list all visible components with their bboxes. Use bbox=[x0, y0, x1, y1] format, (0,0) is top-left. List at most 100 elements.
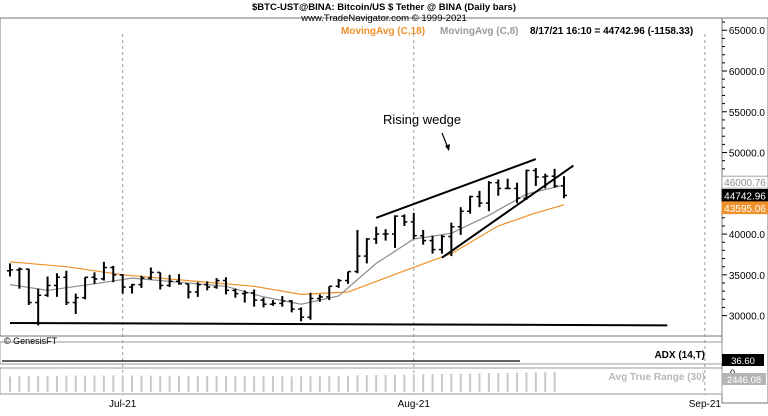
ohlc-bar bbox=[91, 272, 98, 284]
ohlc-bar bbox=[485, 181, 492, 212]
ohlc-bar bbox=[44, 276, 51, 297]
ohlc-bar bbox=[213, 278, 220, 289]
price-label-box bbox=[721, 201, 768, 215]
ohlc-bar bbox=[147, 267, 154, 280]
y-tick-label: 60000.0 bbox=[729, 67, 766, 78]
ohlc-bar bbox=[420, 230, 427, 245]
atr-panel bbox=[0, 367, 723, 395]
ohlc-bar bbox=[279, 296, 286, 307]
y-tick-label: 55000.0 bbox=[729, 108, 766, 119]
x-axis-ticks: Jul-21 Aug-21 Sep-21 bbox=[109, 399, 721, 410]
ohlc-bar bbox=[251, 289, 258, 307]
ohlc-bar bbox=[335, 278, 342, 288]
x-tick-label: Jul-21 bbox=[109, 399, 137, 410]
ohlc-bar bbox=[345, 270, 352, 284]
ohlc-bar bbox=[391, 215, 398, 248]
atr-value-box bbox=[722, 373, 766, 385]
price-labels: 46000.76 44742.96 43595.06 bbox=[721, 175, 768, 215]
ohlc-bar bbox=[467, 195, 474, 214]
x-tick-label: Aug-21 bbox=[398, 399, 431, 410]
ohlc-bar bbox=[185, 283, 192, 299]
ohlc-bar bbox=[514, 182, 521, 204]
price-label-text: 43595.06 bbox=[724, 204, 766, 215]
price-label-ma8: 46000.76 bbox=[721, 175, 768, 189]
ohlc-bar bbox=[7, 263, 13, 277]
ohlc-bar bbox=[232, 288, 239, 298]
copyright-text: www.TradeNavigator.com © 1999-2021 bbox=[300, 13, 467, 24]
ohlc-bar bbox=[100, 261, 107, 281]
ohlc-bar bbox=[532, 168, 539, 186]
y-tick-label: 65000.0 bbox=[729, 26, 766, 37]
price-label-ma18: 43595.06 bbox=[721, 201, 768, 215]
ohlc-bar bbox=[166, 274, 173, 288]
ohlc-bar bbox=[63, 270, 70, 306]
y-tick-label: 30000.0 bbox=[729, 312, 766, 323]
ohlc-bar bbox=[288, 300, 295, 313]
ohlc-bar bbox=[110, 265, 117, 283]
rising-wedge-annotation: Rising wedge bbox=[383, 112, 461, 127]
trendlines bbox=[9, 158, 668, 327]
ohlc-bar bbox=[194, 282, 201, 297]
ohlc-bar bbox=[53, 273, 60, 297]
genesis-watermark: © GenesisFT bbox=[4, 336, 58, 346]
adx-value-box bbox=[722, 354, 764, 366]
atr-label: Avg True Range (30) bbox=[609, 372, 705, 383]
annotation-arrow-head bbox=[445, 144, 450, 151]
ma8-line bbox=[9, 184, 565, 305]
atr-histogram bbox=[9, 372, 556, 392]
adx-panel bbox=[0, 341, 723, 365]
atr-value: 2446.08 bbox=[727, 375, 761, 386]
ohlc-bar bbox=[269, 300, 276, 306]
ohlc-bar bbox=[438, 234, 445, 254]
ohlc-bar bbox=[316, 294, 323, 302]
price-bars bbox=[7, 168, 568, 326]
ohlc-bar bbox=[410, 212, 417, 239]
legend-ma18: MovingAvg (C,18) bbox=[341, 26, 425, 37]
trendline-wedge-lower bbox=[441, 164, 574, 259]
adx-label: ADX (14,T) bbox=[654, 350, 705, 361]
price-label-box bbox=[721, 175, 768, 189]
chart-title: $BTC-UST@BINA: Bitcoin/US $ Tether @ BIN… bbox=[252, 2, 516, 13]
ohlc-bar bbox=[363, 238, 370, 264]
ohlc-bar bbox=[354, 230, 361, 274]
legend-ma8: MovingAvg (C,8) bbox=[440, 26, 519, 37]
ohlc-bar bbox=[129, 283, 136, 294]
ohlc-bar bbox=[16, 267, 23, 289]
ohlc-bar bbox=[138, 275, 145, 288]
ohlc-bar bbox=[204, 281, 211, 291]
ohlc-bar bbox=[25, 268, 32, 306]
ohlc-bar bbox=[429, 235, 436, 254]
price-panel bbox=[0, 17, 723, 337]
ohlc-bar bbox=[241, 290, 248, 303]
ohlc-bar bbox=[495, 179, 502, 196]
ohlc-bar bbox=[119, 274, 126, 294]
y-tick-label: 40000.0 bbox=[729, 230, 766, 241]
ohlc-bar bbox=[401, 214, 408, 226]
last-quote: 8/17/21 16:10 = 44742.96 (-1158.33) bbox=[530, 26, 693, 37]
adx-value: 36.60 bbox=[731, 356, 755, 367]
ohlc-bar bbox=[476, 190, 483, 208]
x-tick-label: Sep-21 bbox=[689, 399, 722, 410]
price-label-last: 44742.96 bbox=[721, 189, 768, 202]
ohlc-bar bbox=[35, 288, 42, 326]
ohlc-bar bbox=[222, 277, 229, 295]
price-label-text: 46000.76 bbox=[724, 178, 766, 189]
ohlc-bar bbox=[561, 176, 568, 199]
price-label-text: 44742.96 bbox=[724, 191, 766, 202]
ohlc-bar bbox=[157, 271, 164, 290]
y-tick-label: 50000.0 bbox=[729, 149, 766, 160]
ohlc-bar bbox=[373, 226, 380, 244]
y-tick-label: 35000.0 bbox=[729, 271, 766, 282]
ohlc-bar bbox=[504, 178, 511, 190]
ohlc-bar bbox=[457, 207, 464, 235]
ohlc-bar bbox=[326, 285, 333, 301]
ohlc-bar bbox=[298, 307, 305, 322]
ohlc-bar bbox=[176, 274, 183, 285]
ohlc-bar bbox=[307, 292, 314, 320]
trendline-wedge-upper bbox=[375, 158, 537, 219]
ohlc-bar bbox=[72, 293, 79, 314]
ohlc-bar bbox=[82, 276, 89, 300]
ohlc-bar bbox=[382, 229, 389, 241]
